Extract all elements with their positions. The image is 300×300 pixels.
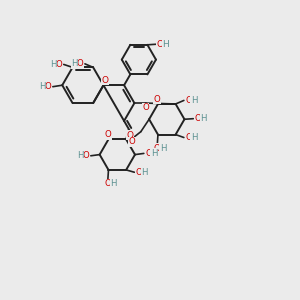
Text: H: H (71, 59, 78, 68)
Text: O: O (104, 179, 111, 188)
Text: O: O (145, 149, 152, 158)
Text: H: H (191, 133, 197, 142)
Text: H: H (151, 149, 158, 158)
Text: O: O (157, 40, 164, 49)
Text: O: O (129, 137, 135, 146)
Text: O: O (45, 82, 52, 91)
Text: H: H (191, 96, 197, 105)
Text: H: H (163, 40, 169, 49)
Text: O: O (185, 133, 192, 142)
Text: H: H (160, 144, 166, 153)
Text: O: O (154, 144, 161, 153)
Text: H: H (39, 82, 46, 91)
Text: O: O (83, 151, 89, 160)
Text: O: O (195, 114, 201, 123)
Text: H: H (77, 151, 84, 160)
Text: O: O (77, 59, 84, 68)
Text: H: H (142, 168, 148, 177)
Text: O: O (136, 168, 142, 177)
Text: H: H (50, 60, 57, 69)
Text: O: O (142, 103, 149, 112)
Text: H: H (110, 179, 117, 188)
Text: O: O (101, 76, 108, 85)
Text: O: O (126, 131, 133, 140)
Text: O: O (56, 60, 62, 69)
Text: O: O (104, 130, 111, 140)
Text: O: O (153, 95, 160, 104)
Text: H: H (200, 114, 207, 123)
Text: O: O (185, 96, 192, 105)
